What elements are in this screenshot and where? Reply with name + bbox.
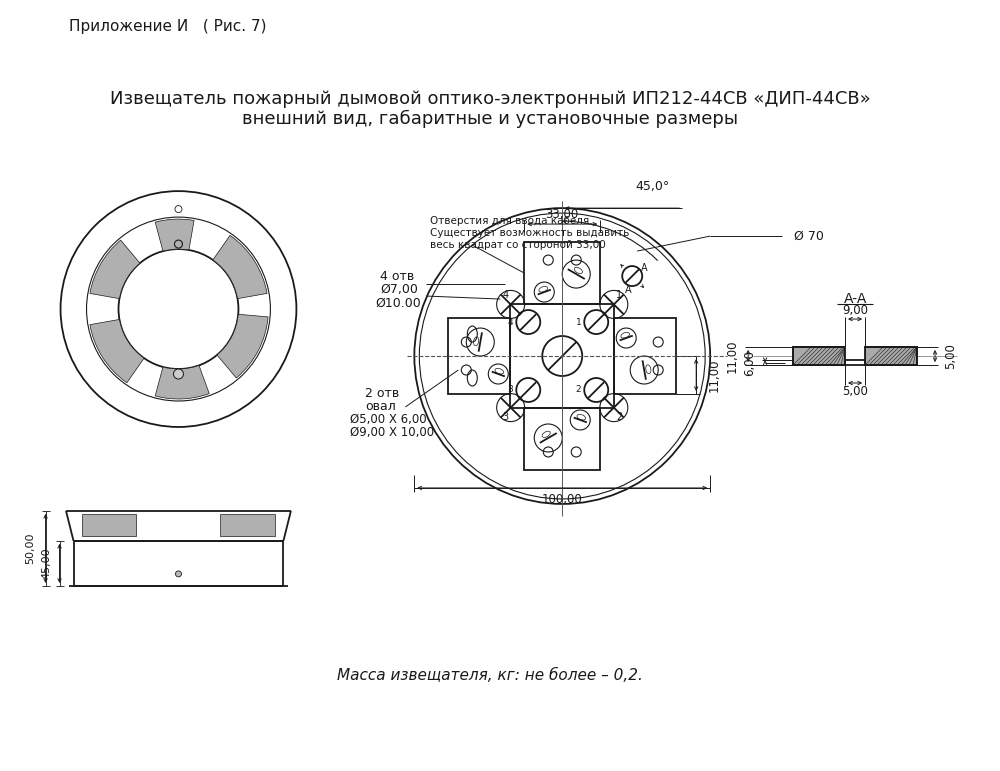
Text: 11,00: 11,00	[726, 339, 739, 372]
Text: 50,00: 50,00	[26, 533, 36, 564]
Bar	[793, 347, 845, 365]
Text: 45,00: 45,00	[42, 547, 52, 579]
Wedge shape	[213, 235, 267, 298]
Text: A: A	[641, 263, 648, 273]
Text: 100,00: 100,00	[542, 493, 583, 507]
Text: 1: 1	[575, 318, 581, 327]
Text: 3: 3	[502, 412, 508, 422]
Text: Ø5,00 Х 6,00: Ø5,00 Х 6,00	[350, 413, 427, 426]
Circle shape	[173, 369, 183, 379]
Text: 5,00: 5,00	[945, 343, 958, 369]
Bar	[82, 514, 136, 536]
Text: 2 отв: 2 отв	[365, 388, 400, 400]
Bar	[845, 347, 865, 365]
Wedge shape	[155, 219, 194, 251]
Bar	[510, 304, 614, 408]
Text: A: A	[625, 285, 632, 295]
Bar	[524, 408, 600, 470]
Text: 3: 3	[508, 386, 513, 395]
Text: весь квадрат со стороной 33,00: весь квадрат со стороной 33,00	[430, 240, 606, 250]
Bar	[220, 514, 275, 536]
Text: овал: овал	[365, 400, 396, 413]
Text: Приложение И   ( Рис. 7): Приложение И ( Рис. 7)	[69, 19, 266, 34]
Wedge shape	[90, 240, 140, 298]
Bar	[865, 347, 917, 365]
Text: 1: 1	[616, 290, 622, 300]
Text: 4 отв: 4 отв	[380, 270, 415, 282]
Bar	[845, 360, 865, 365]
Text: Ø7,00: Ø7,00	[380, 282, 418, 295]
Text: 9,00: 9,00	[842, 304, 868, 317]
Text: 2: 2	[576, 386, 581, 395]
Bar	[614, 318, 676, 394]
Text: 4: 4	[502, 290, 508, 300]
Text: Ø10.00: Ø10.00	[375, 297, 421, 309]
Text: Ø9,00 Х 10,00: Ø9,00 Х 10,00	[350, 426, 434, 439]
Bar	[793, 347, 845, 365]
Wedge shape	[217, 315, 268, 378]
Bar	[448, 318, 510, 394]
Text: Извещатель пожарный дымовой оптико-электронный ИП212-44СВ «ДИП-44СВ»: Извещатель пожарный дымовой оптико-элект…	[110, 90, 871, 108]
Bar	[865, 347, 917, 365]
Circle shape	[175, 571, 181, 577]
Text: Ø 70: Ø 70	[794, 230, 824, 243]
Bar	[74, 541, 283, 586]
Text: 4: 4	[508, 318, 513, 327]
Text: 45,0°: 45,0°	[635, 180, 669, 193]
Text: Отверстия для ввода кабеля.: Отверстия для ввода кабеля.	[430, 216, 593, 226]
Text: Масса извещателя, кг: не более – 0,2.: Масса извещателя, кг: не более – 0,2.	[337, 668, 643, 683]
Text: A-A: A-A	[843, 292, 867, 306]
Text: 5,00: 5,00	[842, 386, 868, 399]
Wedge shape	[90, 319, 144, 382]
Text: 6,00: 6,00	[743, 349, 756, 375]
Text: Существует возможность выдавить: Существует возможность выдавить	[430, 228, 630, 238]
Text: 33,00: 33,00	[546, 207, 579, 221]
Wedge shape	[155, 365, 209, 399]
Bar	[156, 519, 201, 536]
Text: внешний вид, габаритные и установочные размеры: внешний вид, габаритные и установочные р…	[242, 110, 738, 128]
Bar	[524, 242, 600, 304]
Text: 2: 2	[616, 412, 622, 422]
Text: 11,00: 11,00	[708, 359, 721, 392]
